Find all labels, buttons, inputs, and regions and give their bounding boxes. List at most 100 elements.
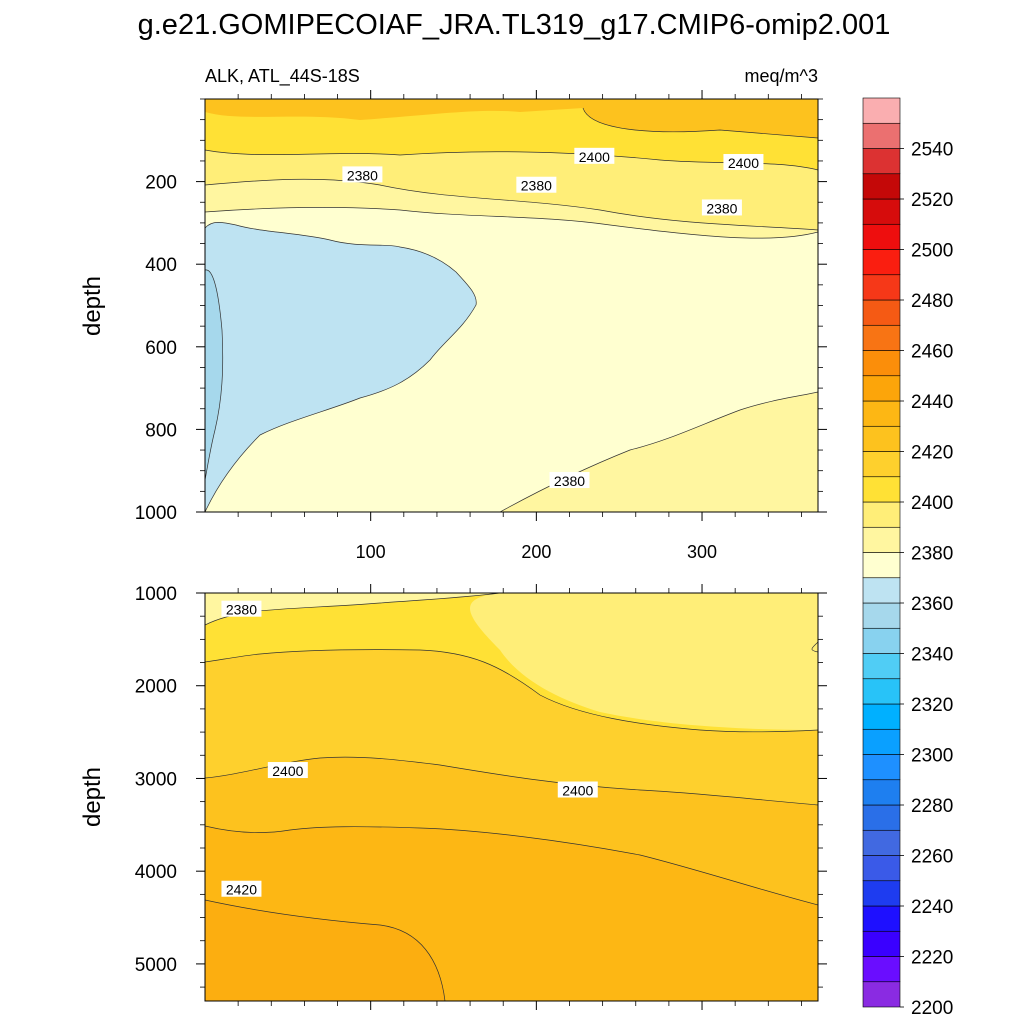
- colorbar-swatch: [862, 678, 901, 705]
- contour-label-text: 2400: [728, 155, 759, 171]
- colorbar-swatch: [862, 501, 901, 528]
- contour-label: 2400: [723, 154, 764, 171]
- colorbar-label: 2280: [911, 796, 953, 817]
- contour-label: 2400: [574, 147, 615, 165]
- colorbar-swatch: [862, 930, 901, 957]
- contour-label-bg: [574, 147, 615, 164]
- colorbar-swatch: [862, 905, 901, 932]
- colorbar-label: 2520: [911, 190, 953, 211]
- contour-label-text: 2400: [272, 763, 303, 779]
- colorbar-label: 2400: [911, 493, 953, 514]
- colorbar-swatch: [862, 703, 901, 730]
- variable-region-label: ALK, ATL_44S-18S: [205, 66, 360, 87]
- contour-label-text: 2420: [226, 882, 257, 898]
- colorbar-swatch: [862, 627, 901, 654]
- colorbar-label: 2260: [911, 847, 953, 868]
- colorbar-swatch: [862, 855, 901, 882]
- colorbar-swatch: [862, 198, 901, 225]
- colorbar-label: 2420: [911, 443, 953, 464]
- lower-plot-frame: [204, 592, 819, 1002]
- contour-label-bg: [701, 199, 742, 216]
- contour-label-bg: [267, 762, 308, 779]
- contour-label-text: 2380: [226, 602, 257, 618]
- colorbar-swatch: [862, 779, 901, 806]
- contour-label: 2400: [267, 762, 308, 779]
- colorbar-label: 2460: [911, 342, 953, 363]
- contour-label-bg: [221, 600, 262, 617]
- contour-label: 2380: [549, 472, 590, 489]
- contour-label-bg: [723, 154, 764, 171]
- colorbar-label: 2240: [911, 897, 953, 918]
- contour-label-text: 2400: [579, 149, 610, 165]
- colorbar-swatch: [862, 476, 901, 503]
- y-tick-label: 4000: [135, 862, 177, 883]
- colorbar-swatch: [862, 299, 901, 326]
- contour-label-bg: [516, 176, 557, 193]
- contour-label-text: 2380: [706, 200, 737, 216]
- contour-label-text: 2380: [554, 473, 585, 489]
- colorbar-swatch: [862, 122, 901, 149]
- colorbar-label: 2380: [911, 544, 953, 565]
- upper-contour-fill: [205, 99, 818, 512]
- colorbar-label: 2440: [911, 392, 953, 413]
- colorbar-swatch: [862, 324, 901, 351]
- y-tick-label: 200: [145, 173, 177, 194]
- colorbar-swatch: [862, 880, 901, 907]
- contour-label-text: 2380: [521, 178, 552, 194]
- x-tick-label: 200: [521, 542, 551, 562]
- y-tick-label: 800: [145, 420, 177, 441]
- colorbar-swatch: [862, 552, 901, 579]
- x-tick-label: 100: [356, 542, 386, 562]
- colorbar-swatch: [862, 375, 901, 402]
- colorbar-swatch: [862, 956, 901, 983]
- y-tick-label: 5000: [135, 955, 177, 976]
- colorbar-label: 2340: [911, 645, 953, 666]
- colorbar-label: 2200: [911, 998, 953, 1019]
- colorbar-swatch: [862, 274, 901, 301]
- contour-label: 2420: [221, 880, 262, 898]
- y-tick-label: 1000: [135, 584, 177, 605]
- colorbar: 2200 2220 2240 2260 2280 2300 2320 2340 2360 2380…: [862, 97, 953, 1019]
- colorbar-swatch: [862, 97, 901, 124]
- contour-label-text: 2400: [562, 783, 593, 799]
- y-tick-label: 1000: [135, 503, 177, 524]
- colorbar-swatch: [862, 223, 901, 250]
- colorbar-swatch: [862, 173, 901, 200]
- contour-label-bg: [221, 880, 262, 897]
- colorbar-label: 2220: [911, 948, 953, 969]
- colorbar-swatch: [862, 602, 901, 629]
- contour-label: 2380: [701, 199, 742, 216]
- colorbar-swatch: [862, 728, 901, 755]
- colorbar-swatch: [862, 829, 901, 856]
- colorbar-swatch: [862, 577, 901, 604]
- colorbar-label: 2500: [911, 241, 953, 262]
- colorbar-label: 2540: [911, 140, 953, 161]
- colorbar-swatch: [862, 981, 901, 1008]
- contour-label: 2380: [516, 176, 557, 194]
- colorbar-swatch: [862, 451, 901, 478]
- x-tick-label: 300: [687, 542, 717, 562]
- contour-label-bg: [549, 472, 590, 489]
- y-tick-label: 600: [145, 338, 177, 359]
- y-tick-label: 400: [145, 255, 177, 276]
- colorbar-swatch: [862, 526, 901, 553]
- colorbar-label: 2300: [911, 746, 953, 767]
- colorbar-swatch: [862, 754, 901, 781]
- chart-title: g.e21.GOMIPECOIAF_JRA.TL319_g17.CMIP6-om…: [138, 9, 891, 41]
- units-label: meq/m^3: [745, 66, 818, 86]
- contour-label: 2380: [221, 600, 262, 618]
- upper-y-axis-label: depth: [79, 276, 106, 336]
- colorbar-swatch: [862, 148, 901, 175]
- contour-label-bg: [342, 166, 383, 183]
- contour-label-text: 2380: [347, 167, 378, 183]
- contour-labels: 2400 2400 2380 2380 2380 2380 2380 2400 2400 2420: [221, 147, 764, 898]
- colorbar-label: 2320: [911, 695, 953, 716]
- colorbar-swatch: [862, 350, 901, 377]
- colorbar-swatch: [862, 804, 901, 831]
- colorbar-swatch: [862, 653, 901, 680]
- colorbar-label: 2360: [911, 594, 953, 615]
- lower-y-axis-label: depth: [79, 767, 106, 827]
- colorbar-label: 2480: [911, 291, 953, 312]
- colorbar-swatch: [862, 425, 901, 452]
